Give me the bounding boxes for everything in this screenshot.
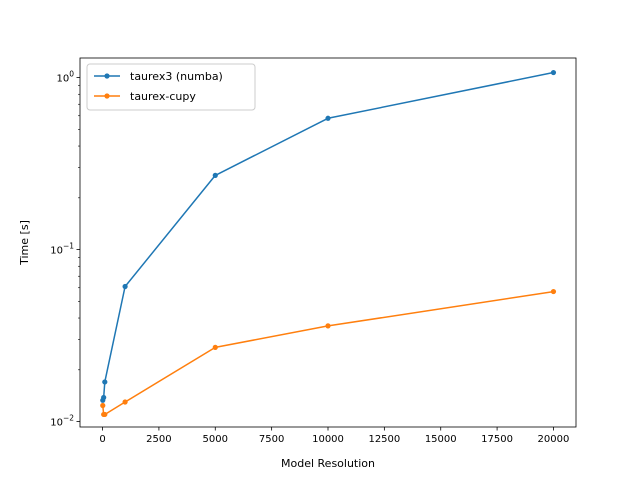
x-tick-label: 7500 [259, 434, 284, 445]
legend-marker-1 [104, 73, 110, 79]
x-tick-label: 17500 [481, 434, 513, 445]
series-2-point [102, 411, 108, 418]
legend-box [86, 63, 256, 111]
series-1-point [101, 394, 107, 401]
x-tick-label: 0 [99, 434, 105, 445]
series-1-point [325, 115, 331, 121]
series-2-point [100, 402, 106, 409]
series-2-point [325, 323, 331, 329]
legend-label-1: taurex3 (numba) [130, 70, 223, 83]
y-axis-label: Time [s] [18, 220, 31, 266]
series-1-point [102, 379, 108, 385]
y-tick-label: 10−2 [50, 414, 74, 429]
series-2-point [212, 344, 218, 350]
y-tick-label: 10−1 [50, 242, 74, 257]
x-tick-label: 15000 [425, 434, 457, 445]
x-tick-label: 12500 [368, 434, 400, 445]
y-tick-label: 100 [56, 70, 74, 85]
x-tick-label: 20000 [538, 434, 570, 445]
x-tick-label: 2500 [146, 434, 171, 445]
x-tick-label: 5000 [203, 434, 228, 445]
series-1-point [122, 283, 128, 290]
x-tick-label: 10000 [312, 434, 344, 445]
series-1-point [550, 69, 557, 76]
legend-label-2: taurex-cupy [130, 90, 196, 103]
series-2-point [122, 399, 128, 405]
legend: taurex3 (numba) taurex-cupy [86, 63, 256, 111]
series-2-point [550, 288, 557, 295]
x-axis-label: Model Resolution [281, 457, 375, 470]
plot-area: 0 2500 5000 7500 10000 12500 15000 17500 20000 10… [50, 57, 577, 445]
series-1-point [212, 172, 218, 178]
legend-marker-2 [104, 93, 110, 99]
